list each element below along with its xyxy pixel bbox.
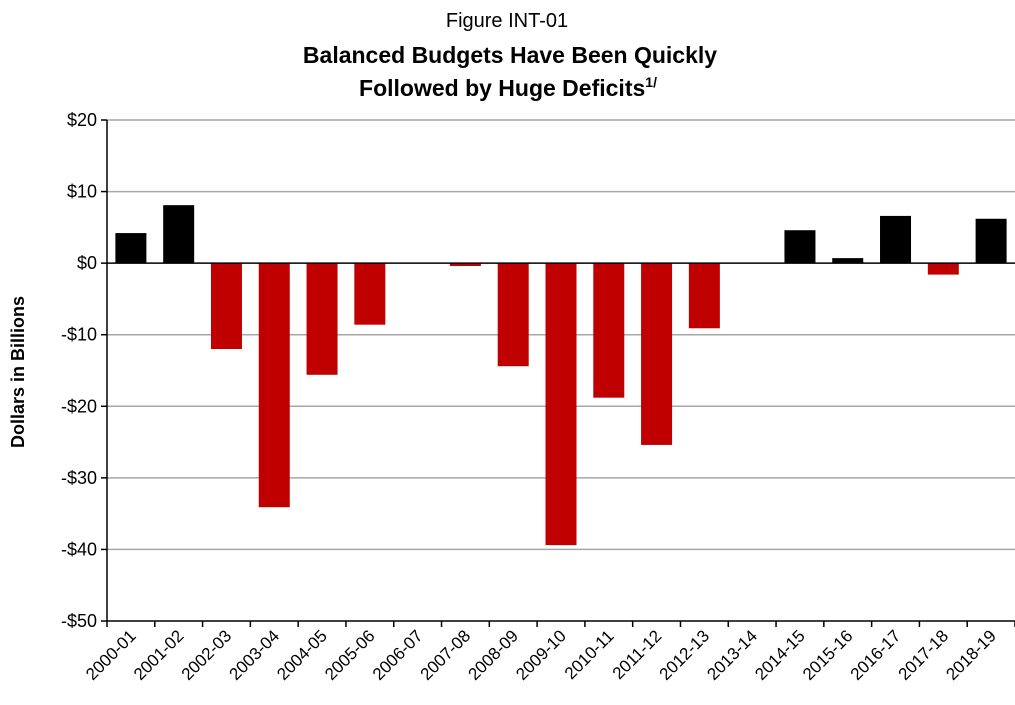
chart-title-line-1: Balanced Budgets Have Been Quickly — [303, 42, 717, 68]
bar-2005-06 — [354, 263, 386, 325]
x-tick-label: 2002-03 — [178, 626, 236, 684]
bar-2007-08 — [449, 263, 481, 266]
x-tick-label: 2017-18 — [895, 626, 953, 684]
chart-title-line-2-text: Followed by Huge Deficits — [359, 75, 645, 101]
bar-2003-04 — [258, 263, 290, 508]
x-tick-label: 2013-14 — [703, 626, 761, 684]
bar-2015-16 — [832, 258, 864, 264]
bar-2012-13 — [688, 263, 720, 329]
x-tick-label: 2003-04 — [226, 626, 284, 684]
y-tick-label: -$10 — [61, 325, 97, 345]
x-tick-label: 2001-02 — [130, 626, 188, 684]
bar-2016-17 — [880, 215, 912, 264]
bar-2014-15 — [784, 230, 816, 264]
bar-2001-02 — [163, 205, 195, 264]
bar-2004-05 — [306, 263, 338, 375]
y-tick-label: -$50 — [61, 611, 97, 631]
bar-2009-10 — [545, 263, 577, 546]
x-tick-label: 2018-19 — [942, 626, 1000, 684]
y-tick-label: -$40 — [61, 539, 97, 559]
y-tick-label: $0 — [77, 253, 97, 273]
figure-label: Figure INT-01 — [446, 10, 568, 32]
bar-2008-09 — [497, 263, 529, 367]
bar-2018-19 — [975, 218, 1007, 264]
x-tick-label: 2000-01 — [82, 626, 140, 684]
bars — [115, 205, 1007, 546]
bar-2000-01 — [115, 233, 147, 264]
axes — [101, 119, 1015, 627]
bar-2002-03 — [210, 263, 242, 350]
y-tick-label: -$30 — [61, 468, 97, 488]
x-tick-label: 2015-16 — [799, 626, 857, 684]
x-tick-label: 2012-13 — [656, 626, 714, 684]
bar-2010-11 — [593, 263, 625, 398]
x-tick-label: 2006-07 — [369, 626, 427, 684]
x-tick-label: 2011-12 — [609, 626, 666, 683]
x-tick-label: 2008-09 — [464, 626, 522, 684]
x-tick-label: 2004-05 — [273, 626, 331, 684]
y-tick-labels: $20 $10 $0 -$10 -$20 -$30 -$40 -$50 — [61, 110, 97, 631]
title-footnote-marker: 1/ — [645, 74, 657, 90]
x-tick-labels: 2000-012001-022002-032003-042004-052005-… — [82, 626, 1000, 684]
x-tick-label: 2014-15 — [751, 626, 809, 684]
x-tick-label: 2016-17 — [847, 626, 905, 684]
y-tick-label: $10 — [67, 182, 97, 202]
chart-title-line-2: Followed by Huge Deficits1/ — [359, 74, 657, 101]
x-tick-label: 2009-10 — [512, 626, 570, 684]
x-tick-label: 2007-08 — [417, 626, 475, 684]
bar-2011-12 — [641, 263, 673, 445]
x-tick-label: 2010-11 — [561, 626, 618, 683]
bar-2017-18 — [927, 263, 959, 275]
y-axis-label: Dollars in Billions — [8, 296, 28, 448]
x-tick-label: 2005-06 — [321, 626, 379, 684]
y-tick-label: $20 — [67, 110, 97, 130]
y-tick-label: -$20 — [61, 396, 97, 416]
